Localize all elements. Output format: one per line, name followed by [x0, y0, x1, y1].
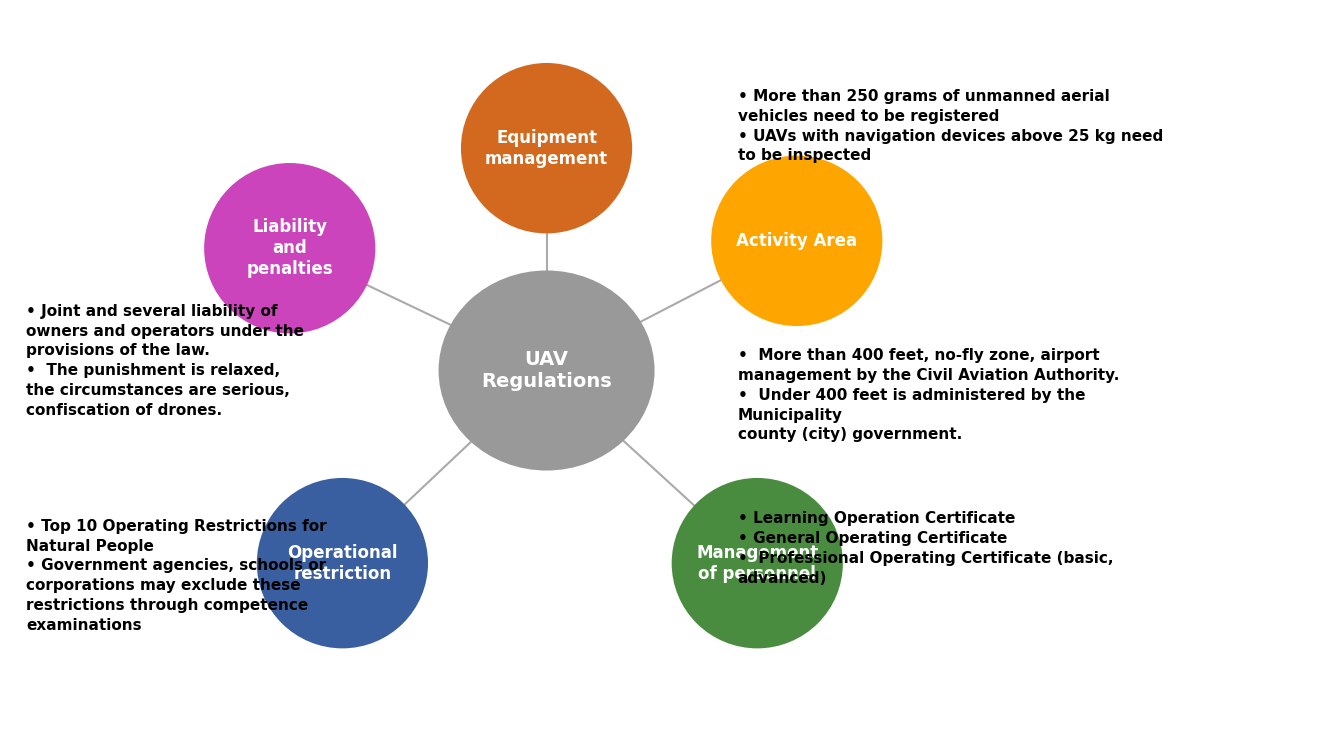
- Text: Equipment
management: Equipment management: [485, 129, 608, 167]
- Ellipse shape: [204, 163, 375, 333]
- Ellipse shape: [439, 270, 655, 471]
- Ellipse shape: [711, 156, 882, 326]
- Text: •  More than 400 feet, no-fly zone, airport
management by the Civil Aviation Aut: • More than 400 feet, no-fly zone, airpo…: [738, 348, 1119, 442]
- Text: Liability
and
penalties: Liability and penalties: [246, 219, 333, 278]
- Ellipse shape: [461, 63, 632, 233]
- Text: Management
of personnel: Management of personnel: [697, 544, 818, 582]
- Ellipse shape: [257, 478, 428, 648]
- Ellipse shape: [672, 478, 843, 648]
- Text: • Top 10 Operating Restrictions for
Natural People
• Government agencies, school: • Top 10 Operating Restrictions for Natu…: [26, 519, 327, 633]
- Text: Activity Area: Activity Area: [736, 232, 857, 250]
- Text: • More than 250 grams of unmanned aerial
vehicles need to be registered
• UAVs w: • More than 250 grams of unmanned aerial…: [738, 89, 1163, 163]
- Text: • Joint and several liability of
owners and operators under the
provisions of th: • Joint and several liability of owners …: [26, 304, 304, 418]
- Text: UAV
Regulations: UAV Regulations: [481, 350, 612, 391]
- Text: Operational
restriction: Operational restriction: [287, 544, 398, 582]
- Text: • Learning Operation Certificate
• General Operating Certificate
•  Professional: • Learning Operation Certificate • Gener…: [738, 511, 1113, 585]
